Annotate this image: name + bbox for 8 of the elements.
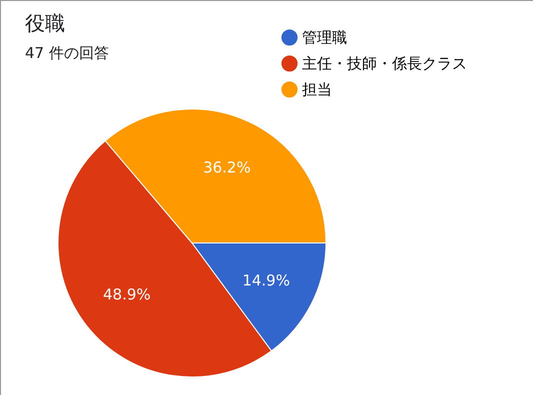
data-label: 36.2% bbox=[203, 158, 251, 177]
data-label: 14.9% bbox=[242, 271, 290, 290]
data-label: 48.9% bbox=[103, 286, 151, 304]
legend-label: 担当 bbox=[302, 80, 332, 98]
text: 47 件の回答 bbox=[25, 44, 109, 62]
legend-label: 管理職 bbox=[302, 28, 347, 46]
legend-label: 主任・技師・係長クラス bbox=[302, 54, 467, 72]
chart-title: 役職 bbox=[25, 11, 65, 35]
